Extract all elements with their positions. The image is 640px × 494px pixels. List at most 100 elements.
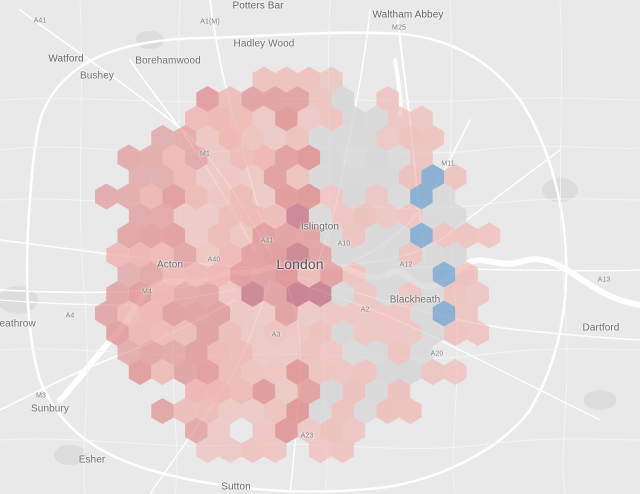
hexbin-cell <box>218 437 242 463</box>
hexbin-cell <box>218 398 242 424</box>
hexbin-cell <box>151 281 174 307</box>
hexbin-cell <box>387 144 411 171</box>
hexbin-cell <box>218 125 242 151</box>
hexbin-cell <box>173 125 197 151</box>
hexbin-cell <box>196 281 219 307</box>
hexbin-cell <box>230 261 253 288</box>
hexbin-cell <box>286 242 309 268</box>
hexbin-cell <box>376 281 399 307</box>
hexbin-cell <box>196 398 219 424</box>
hexbin-cell <box>230 222 253 249</box>
road-label-m25: M25 <box>392 24 406 32</box>
hexbin-cell <box>455 300 478 327</box>
hexbin-cell <box>320 378 343 405</box>
hexbin-cell <box>218 359 242 385</box>
hexbin-cell <box>410 222 433 249</box>
hexbin-cell <box>399 398 422 424</box>
hexbin-cell <box>117 300 140 327</box>
hexbin-cell <box>410 144 433 171</box>
hexbin-cell <box>399 164 422 190</box>
hexbin-cell <box>196 437 219 463</box>
hexbin-cell <box>263 86 287 112</box>
hexbin-cell <box>399 320 422 346</box>
hexbin-cell <box>376 86 399 112</box>
label-sutton: Sutton <box>221 481 251 493</box>
hexbin-cell <box>308 164 332 190</box>
hexbin-cell <box>185 300 208 327</box>
hexbin-cell <box>320 261 343 288</box>
hexbin-cell <box>252 300 276 327</box>
hexbin-cell <box>263 203 287 229</box>
hexbin-cell <box>95 183 118 210</box>
hexbin-cell <box>477 222 501 249</box>
hexbin-cell <box>275 417 298 444</box>
hexbin-cell <box>173 320 197 346</box>
hexbin-cell <box>241 320 264 346</box>
hexbin-cell <box>117 222 140 249</box>
hexbin-cell <box>432 183 456 210</box>
minor-road <box>559 0 568 494</box>
hexbin-cell <box>444 203 467 229</box>
hexbin-cell <box>342 183 366 210</box>
hexbin-cell <box>421 203 444 229</box>
hexbin-cell <box>286 320 309 346</box>
hexbin-cell <box>376 164 399 190</box>
hexbin-cell <box>353 203 377 229</box>
hexbin-cell <box>252 417 276 444</box>
hexbin-cell <box>297 222 321 249</box>
hexbin-cell <box>320 183 343 210</box>
label-london: London <box>276 256 324 272</box>
hexbin-cell <box>432 300 456 327</box>
hexbin-cell <box>196 203 219 229</box>
hexbin-cell <box>263 125 287 151</box>
hexbin-cell <box>173 164 197 190</box>
hexbin-cell <box>173 398 197 424</box>
hexbin-cell <box>196 86 219 112</box>
hexbin-cell <box>230 339 253 366</box>
hexbin-cell <box>151 164 174 190</box>
road-label-a23: A23 <box>300 432 314 440</box>
hexbin-cell <box>376 125 399 151</box>
hexbin-cell <box>207 222 231 249</box>
hexbin-cell <box>376 398 399 424</box>
hexbin-cell <box>421 359 444 385</box>
hexbin-cell <box>331 437 354 463</box>
hexbin-cell <box>376 203 399 229</box>
hexbin-cell <box>275 105 298 132</box>
hexbin-cell <box>106 281 129 307</box>
hexbin-cell <box>308 437 332 463</box>
hexbin-cell <box>466 320 489 346</box>
hexbin-cell <box>353 125 377 151</box>
hexbin-cell <box>421 320 444 346</box>
label-dartford: Dartford <box>582 322 620 334</box>
hexbin-cell <box>106 242 129 268</box>
road-label-m3: M3 <box>36 392 46 400</box>
hexbin-cell <box>252 183 276 210</box>
hexbin-cell <box>95 300 118 327</box>
hexbin-cell <box>275 300 298 327</box>
hexbin-cell <box>140 222 163 249</box>
hexbin-cell <box>218 320 242 346</box>
hexbin-cell <box>410 183 433 210</box>
hexbin-cell <box>185 105 208 132</box>
hexbin-cell <box>128 164 152 190</box>
hexbin-cell <box>151 398 174 424</box>
road-label-a13: A13 <box>597 276 611 284</box>
hexbin-cell <box>241 242 264 268</box>
hexbin-cell <box>365 183 388 210</box>
hexbin-cell <box>353 398 377 424</box>
hexbin-cell <box>196 359 219 385</box>
hexbin-cell <box>342 222 366 249</box>
hexbin-cell <box>241 359 264 385</box>
hexbin-cell <box>140 144 163 171</box>
hexbin-cell <box>207 144 231 171</box>
label-acton: Acton <box>156 259 184 271</box>
hexbin-cell <box>286 164 309 190</box>
hexbin-cell <box>444 320 467 346</box>
road-label-a1m: A1(M) <box>200 18 220 26</box>
label-islington: Islington <box>300 221 340 233</box>
hexbin-cell <box>308 86 332 112</box>
hexbin-cell <box>128 359 152 385</box>
